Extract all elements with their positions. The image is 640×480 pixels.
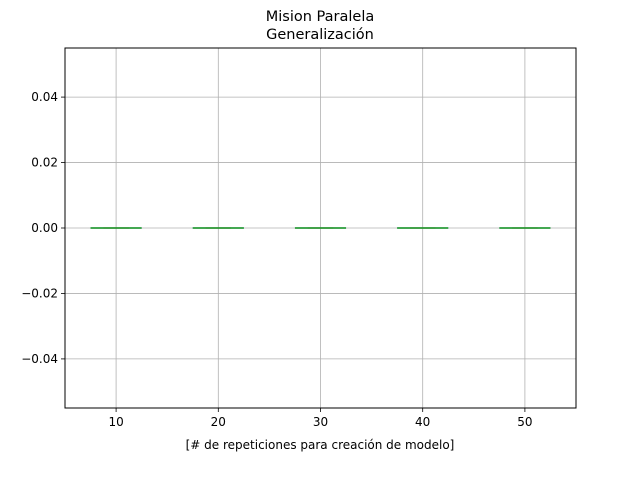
x-tick-label: 40 — [415, 415, 430, 429]
x-tick-label: 10 — [108, 415, 123, 429]
x-tick-label: 50 — [517, 415, 532, 429]
y-tick-label: 0.04 — [31, 90, 58, 104]
y-tick-label: 0.00 — [31, 221, 58, 235]
ticks: 10 20 30 40 50 0.04 0.02 0.00 −0.02 −0.04 — [21, 90, 532, 429]
y-tick-label: −0.04 — [21, 352, 58, 366]
y-tick-label: −0.02 — [21, 286, 58, 300]
x-axis-label: [# de repeticiones para creación de mode… — [186, 438, 455, 452]
x-tick-label: 30 — [313, 415, 328, 429]
x-tick-label: 20 — [211, 415, 226, 429]
chart-title: Mision Paralela — [266, 9, 374, 25]
chart-subtitle: Generalización — [266, 27, 374, 43]
y-tick-label: 0.02 — [31, 156, 58, 170]
